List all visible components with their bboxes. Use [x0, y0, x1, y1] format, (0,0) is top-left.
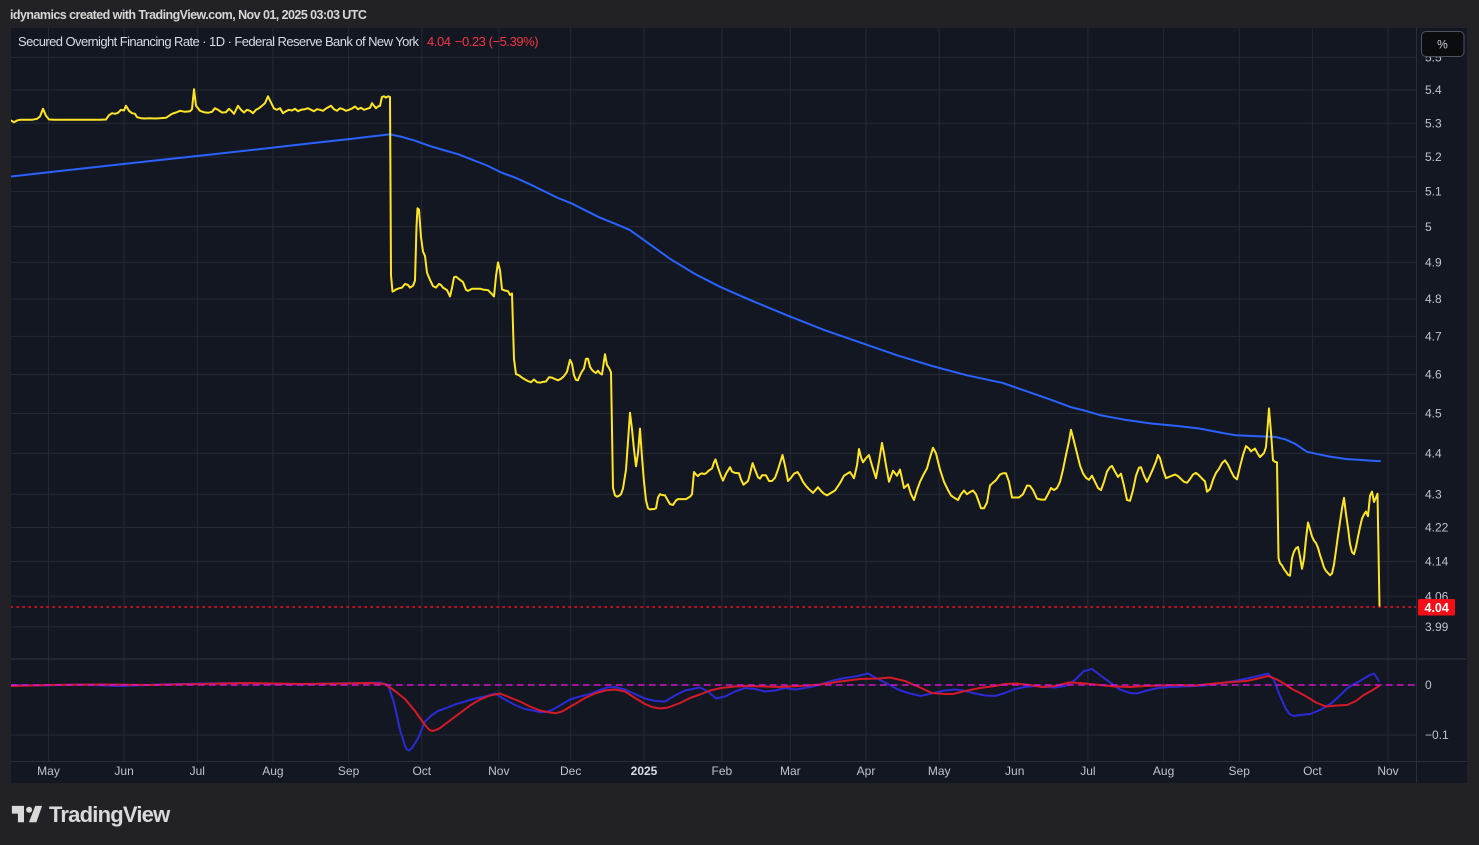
svg-text:5.4: 5.4	[1425, 83, 1442, 97]
svg-text:4.8: 4.8	[1425, 292, 1442, 306]
svg-text:4.6: 4.6	[1425, 368, 1442, 382]
svg-text:May: May	[928, 764, 951, 778]
svg-text:Aug: Aug	[262, 764, 283, 778]
svg-text:Feb: Feb	[712, 764, 733, 778]
svg-text:4.9: 4.9	[1425, 256, 1442, 270]
svg-text:5: 5	[1425, 220, 1432, 234]
svg-text:4.04 −0.23 (−5.39%): 4.04 −0.23 (−5.39%)	[427, 34, 538, 49]
svg-text:3.99: 3.99	[1425, 620, 1449, 634]
svg-text:Nov: Nov	[488, 764, 509, 778]
svg-text:idynamics created with Trading: idynamics created with TradingView.com, …	[10, 8, 367, 22]
svg-text:4.22: 4.22	[1425, 521, 1449, 535]
svg-text:4.14: 4.14	[1425, 555, 1449, 569]
svg-text:Sep: Sep	[1229, 764, 1251, 778]
svg-text:−0.1: −0.1	[1425, 728, 1449, 742]
svg-text:Aug: Aug	[1153, 764, 1174, 778]
svg-text:Mar: Mar	[780, 764, 801, 778]
svg-text:Oct: Oct	[1303, 764, 1322, 778]
svg-text:Sep: Sep	[338, 764, 360, 778]
svg-text:4.04: 4.04	[1425, 601, 1449, 615]
svg-text:5.1: 5.1	[1425, 185, 1442, 199]
svg-text:May: May	[37, 764, 60, 778]
svg-text:Jul: Jul	[1080, 764, 1095, 778]
svg-text:4.3: 4.3	[1425, 487, 1442, 501]
svg-text:Secured Overnight Financing Ra: Secured Overnight Financing Rate · 1D · …	[18, 34, 420, 49]
svg-text:Apr: Apr	[857, 764, 876, 778]
svg-text:Jun: Jun	[1005, 764, 1024, 778]
svg-text:Oct: Oct	[412, 764, 431, 778]
svg-text:4.4: 4.4	[1425, 447, 1442, 461]
svg-text:0: 0	[1425, 678, 1432, 692]
svg-text:Jul: Jul	[190, 764, 205, 778]
svg-text:4.7: 4.7	[1425, 330, 1442, 344]
svg-text:Dec: Dec	[560, 764, 581, 778]
svg-text:4.5: 4.5	[1425, 407, 1442, 421]
svg-text:TradingView: TradingView	[49, 802, 171, 827]
svg-text:2025: 2025	[631, 764, 658, 778]
svg-text:5.3: 5.3	[1425, 116, 1442, 130]
svg-text:Jun: Jun	[114, 764, 133, 778]
svg-text:Nov: Nov	[1377, 764, 1398, 778]
svg-text:%: %	[1437, 38, 1448, 52]
svg-text:5.2: 5.2	[1425, 150, 1442, 164]
